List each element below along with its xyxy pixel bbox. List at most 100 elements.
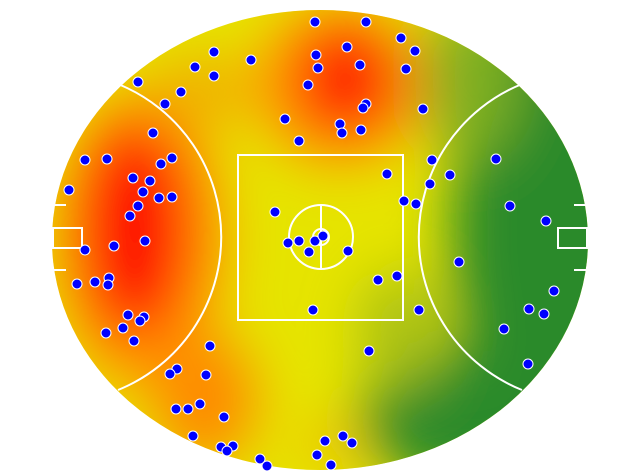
point bbox=[346, 437, 358, 449]
point bbox=[159, 98, 171, 110]
point bbox=[187, 430, 199, 442]
point bbox=[355, 124, 367, 136]
point bbox=[254, 453, 266, 465]
point bbox=[127, 172, 139, 184]
point bbox=[310, 49, 322, 61]
point bbox=[311, 449, 323, 461]
point bbox=[144, 175, 156, 187]
left-goal-square bbox=[52, 227, 83, 249]
point bbox=[170, 403, 182, 415]
point bbox=[221, 445, 233, 457]
point bbox=[139, 235, 151, 247]
point bbox=[523, 303, 535, 315]
point bbox=[261, 460, 273, 472]
point bbox=[417, 103, 429, 115]
point bbox=[208, 70, 220, 82]
point bbox=[175, 86, 187, 98]
center-square bbox=[237, 154, 404, 321]
point bbox=[381, 168, 393, 180]
right-arc bbox=[417, 83, 523, 391]
point bbox=[317, 230, 329, 242]
point bbox=[342, 245, 354, 257]
point bbox=[279, 113, 291, 125]
point bbox=[334, 118, 346, 130]
point bbox=[63, 184, 75, 196]
point bbox=[372, 274, 384, 286]
point bbox=[166, 191, 178, 203]
point bbox=[325, 459, 337, 471]
point bbox=[413, 304, 425, 316]
point bbox=[147, 127, 159, 139]
point bbox=[391, 270, 403, 282]
point bbox=[128, 335, 140, 347]
point bbox=[309, 235, 321, 247]
point bbox=[522, 358, 534, 370]
point bbox=[504, 200, 516, 212]
left-arc bbox=[117, 83, 223, 391]
point bbox=[153, 192, 165, 204]
point bbox=[100, 327, 112, 339]
point bbox=[319, 435, 331, 447]
point bbox=[341, 41, 353, 53]
point bbox=[101, 153, 113, 165]
point bbox=[293, 235, 305, 247]
point bbox=[363, 345, 375, 357]
point bbox=[117, 322, 129, 334]
point bbox=[166, 152, 178, 164]
point bbox=[302, 79, 314, 91]
point bbox=[137, 186, 149, 198]
point bbox=[204, 340, 216, 352]
point bbox=[337, 430, 349, 442]
point bbox=[395, 32, 407, 44]
point bbox=[336, 127, 348, 139]
point bbox=[200, 369, 212, 381]
point bbox=[453, 256, 465, 268]
point bbox=[548, 285, 560, 297]
point bbox=[354, 59, 366, 71]
point bbox=[490, 153, 502, 165]
point bbox=[218, 411, 230, 423]
point bbox=[269, 206, 281, 218]
point bbox=[400, 63, 412, 75]
point bbox=[424, 178, 436, 190]
point bbox=[538, 308, 550, 320]
point bbox=[108, 240, 120, 252]
field-lines bbox=[52, 83, 588, 391]
point bbox=[79, 244, 91, 256]
point bbox=[303, 246, 315, 258]
point bbox=[357, 102, 369, 114]
point bbox=[164, 368, 176, 380]
point bbox=[498, 323, 510, 335]
point bbox=[426, 154, 438, 166]
point bbox=[122, 309, 134, 321]
points bbox=[63, 16, 560, 472]
point bbox=[132, 200, 144, 212]
point bbox=[89, 276, 101, 288]
point bbox=[282, 237, 294, 249]
point bbox=[155, 158, 167, 170]
point bbox=[182, 403, 194, 415]
point bbox=[307, 304, 319, 316]
point bbox=[134, 315, 146, 327]
point bbox=[360, 16, 372, 28]
point bbox=[245, 54, 257, 66]
point bbox=[444, 169, 456, 181]
point bbox=[194, 398, 206, 410]
point bbox=[309, 16, 321, 28]
point bbox=[540, 215, 552, 227]
point bbox=[293, 135, 305, 147]
point bbox=[102, 279, 114, 291]
point bbox=[312, 62, 324, 74]
right-goal-square bbox=[557, 227, 588, 249]
point bbox=[409, 45, 421, 57]
point bbox=[410, 198, 422, 210]
point bbox=[132, 76, 144, 88]
point bbox=[398, 195, 410, 207]
point bbox=[71, 278, 83, 290]
point bbox=[124, 210, 136, 222]
point bbox=[79, 154, 91, 166]
point bbox=[189, 61, 201, 73]
